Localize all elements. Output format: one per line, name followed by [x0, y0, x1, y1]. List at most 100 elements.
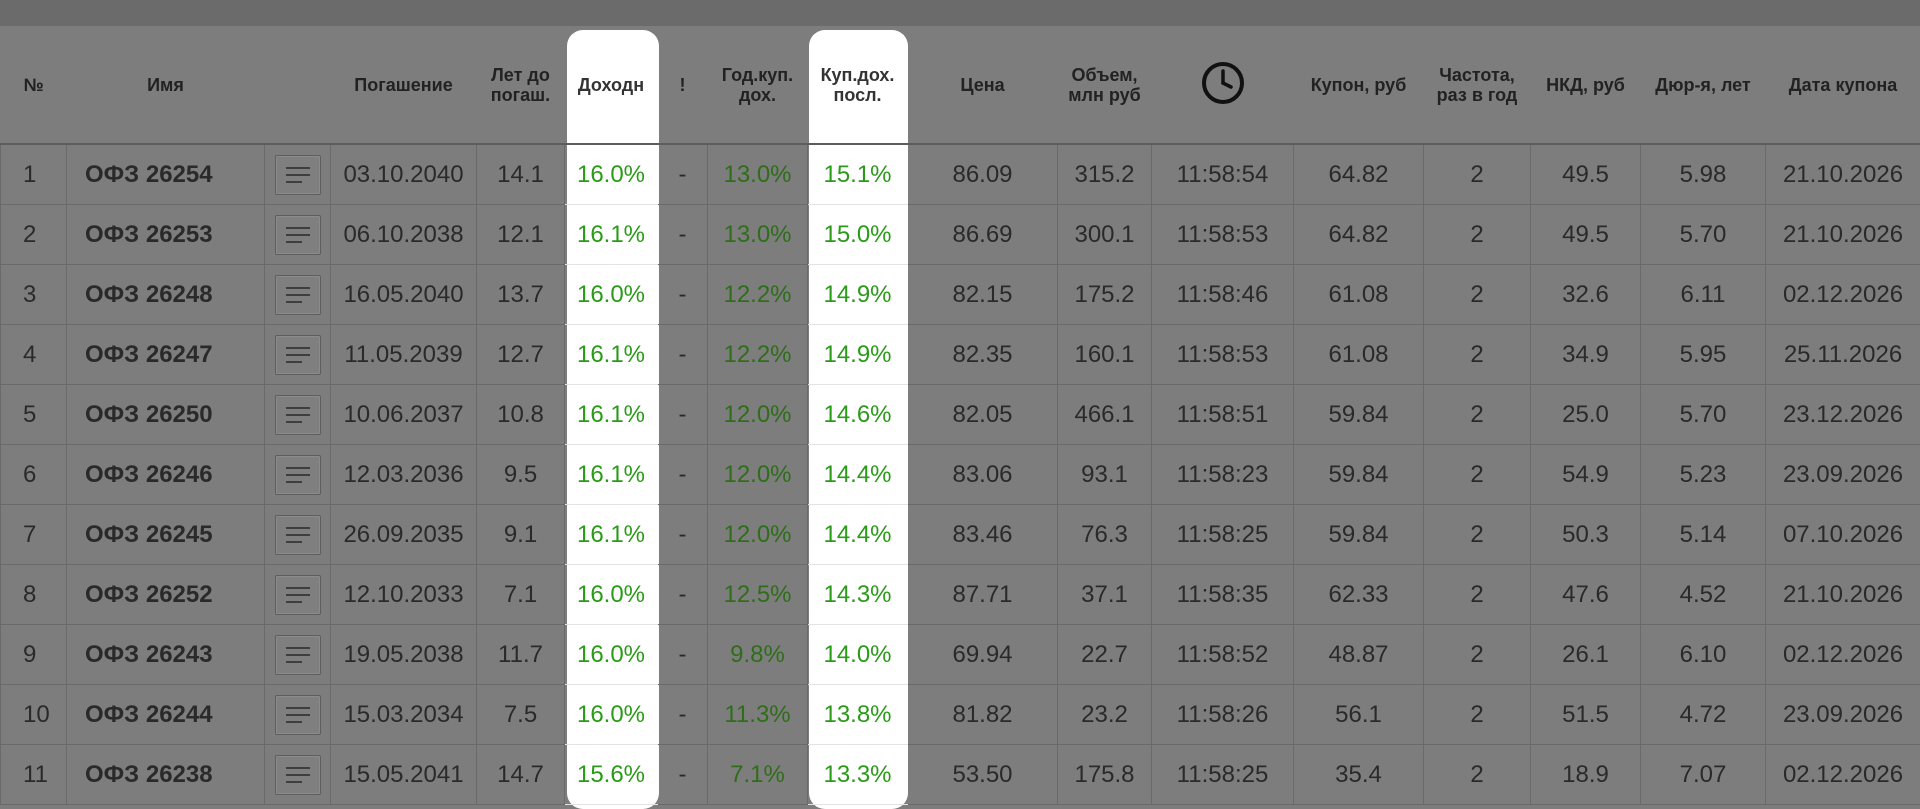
- table-row[interactable]: 7 ОФЗ 26245 26.09.2035 9.1 16.1% - 12.0%…: [0, 504, 1920, 565]
- cell-num-value: 5: [23, 400, 37, 428]
- cell-num: 7: [0, 504, 67, 565]
- cell-volume-value: 300.1: [1074, 220, 1135, 248]
- cell-doc[interactable]: [264, 384, 331, 445]
- document-icon[interactable]: [274, 334, 321, 375]
- cell-volume: 22.7: [1057, 624, 1152, 685]
- header-coupon[interactable]: Купон, руб: [1293, 26, 1424, 145]
- document-icon[interactable]: [274, 514, 321, 555]
- document-icon[interactable]: [274, 394, 321, 435]
- header-duration[interactable]: Дюр-я, лет: [1640, 26, 1766, 145]
- cell-doc[interactable]: [264, 624, 331, 685]
- table-row[interactable]: 8 ОФЗ 26252 12.10.2033 7.1 16.0% - 12.5%…: [0, 564, 1920, 625]
- cell-nkd-value: 18.9: [1562, 760, 1609, 788]
- header-last[interactable]: Куп.дох. посл.: [807, 26, 908, 145]
- table-row[interactable]: 9 ОФЗ 26243 19.05.2038 11.7 16.0% - 9.8%…: [0, 624, 1920, 685]
- cell-years: 13.7: [476, 264, 565, 325]
- cell-duration-value: 7.07: [1679, 760, 1727, 788]
- document-icon[interactable]: [274, 154, 321, 195]
- cell-freq: 2: [1423, 624, 1531, 685]
- header-nkd[interactable]: НКД, руб: [1530, 26, 1641, 145]
- cell-num-value: 3: [23, 280, 37, 308]
- cell-doc[interactable]: [264, 264, 331, 325]
- header-name[interactable]: Имя: [66, 26, 265, 145]
- document-icon[interactable]: [274, 634, 321, 675]
- header-price[interactable]: Цена: [907, 26, 1058, 145]
- header-annual[interactable]: Год.куп. дох.: [707, 26, 808, 145]
- document-icon[interactable]: [274, 694, 321, 735]
- cell-coupon-value: 59.84: [1328, 520, 1389, 548]
- table-row[interactable]: 1 ОФЗ 26254 03.10.2040 14.1 16.0% - 13.0…: [0, 143, 1920, 205]
- header-time[interactable]: [1151, 26, 1294, 145]
- cell-name[interactable]: ОФЗ 26250: [66, 384, 265, 445]
- cell-price: 83.06: [907, 444, 1058, 505]
- table-row[interactable]: 6 ОФЗ 26246 12.03.2036 9.5 16.1% - 12.0%…: [0, 444, 1920, 505]
- document-icon[interactable]: [274, 214, 321, 255]
- cell-yield-value: 16.1%: [576, 400, 646, 428]
- cell-maturity-value: 15.03.2034: [343, 700, 464, 728]
- cell-doc[interactable]: [264, 504, 331, 565]
- document-icon[interactable]: [274, 454, 321, 495]
- cell-price-value: 53.50: [952, 760, 1013, 788]
- cell-excl-value: -: [678, 160, 687, 188]
- cell-name-value: ОФЗ 26252: [85, 580, 213, 608]
- cell-num: 2: [0, 204, 67, 265]
- cell-duration: 5.23: [1640, 444, 1766, 505]
- cell-name[interactable]: ОФЗ 26244: [66, 684, 265, 745]
- document-icon[interactable]: [274, 754, 321, 795]
- cell-years-value: 9.1: [503, 520, 538, 548]
- cell-doc[interactable]: [264, 143, 331, 205]
- cell-years-value: 12.1: [497, 220, 544, 248]
- cell-name[interactable]: ОФЗ 26243: [66, 624, 265, 685]
- cell-freq-value: 2: [1470, 160, 1484, 188]
- cell-volume-value: 315.2: [1074, 160, 1135, 188]
- cell-freq: 2: [1423, 264, 1531, 325]
- cell-price: 82.35: [907, 324, 1058, 385]
- table-row[interactable]: 3 ОФЗ 26248 16.05.2040 13.7 16.0% - 12.2…: [0, 264, 1920, 325]
- cell-doc[interactable]: [264, 744, 331, 805]
- header-years[interactable]: Лет до погаш.: [476, 26, 565, 145]
- cell-name[interactable]: ОФЗ 26248: [66, 264, 265, 325]
- header-freq[interactable]: Частота, раз в год: [1423, 26, 1531, 145]
- cell-freq-value: 2: [1470, 460, 1484, 488]
- cell-time: 11:58:54: [1151, 143, 1294, 205]
- cell-duration: 7.07: [1640, 744, 1766, 805]
- cell-coupon-date: 07.10.2026: [1765, 504, 1920, 565]
- cell-volume-value: 23.2: [1081, 700, 1128, 728]
- header-coupon-date[interactable]: Дата купона: [1765, 26, 1920, 145]
- cell-name[interactable]: ОФЗ 26253: [66, 204, 265, 265]
- cell-doc[interactable]: [264, 564, 331, 625]
- cell-time: 11:58:23: [1151, 444, 1294, 505]
- table-row[interactable]: 10 ОФЗ 26244 15.03.2034 7.5 16.0% - 11.3…: [0, 684, 1920, 745]
- header-duration-label: Дюр-я, лет: [1655, 74, 1751, 95]
- cell-name[interactable]: ОФЗ 26254: [66, 143, 265, 205]
- cell-name[interactable]: ОФЗ 26246: [66, 444, 265, 505]
- cell-doc[interactable]: [264, 324, 331, 385]
- cell-yield: 16.0%: [564, 624, 658, 685]
- header-maturity[interactable]: Погашение: [330, 26, 477, 145]
- table-row[interactable]: 2 ОФЗ 26253 06.10.2038 12.1 16.1% - 13.0…: [0, 204, 1920, 265]
- cell-coupon-value: 64.82: [1328, 220, 1389, 248]
- cell-name[interactable]: ОФЗ 26245: [66, 504, 265, 565]
- header-excl[interactable]: !: [657, 26, 708, 145]
- cell-annual-value: 12.2%: [723, 280, 792, 308]
- cell-maturity: 06.10.2038: [330, 204, 477, 265]
- header-yield[interactable]: Доходн: [564, 26, 658, 145]
- cell-years-value: 9.5: [503, 460, 538, 488]
- cell-duration: 4.72: [1640, 684, 1766, 745]
- cell-volume: 76.3: [1057, 504, 1152, 565]
- cell-doc[interactable]: [264, 684, 331, 745]
- table-row[interactable]: 5 ОФЗ 26250 10.06.2037 10.8 16.1% - 12.0…: [0, 384, 1920, 445]
- cell-name[interactable]: ОФЗ 26247: [66, 324, 265, 385]
- document-icon[interactable]: [274, 274, 321, 315]
- cell-doc[interactable]: [264, 204, 331, 265]
- cell-doc[interactable]: [264, 444, 331, 505]
- header-num[interactable]: №: [0, 26, 67, 145]
- cell-num: 3: [0, 264, 67, 325]
- cell-name[interactable]: ОФЗ 26238: [66, 744, 265, 805]
- header-volume[interactable]: Объем, млн руб: [1057, 26, 1152, 145]
- cell-nkd: 47.6: [1530, 564, 1641, 625]
- cell-name[interactable]: ОФЗ 26252: [66, 564, 265, 625]
- table-row[interactable]: 4 ОФЗ 26247 11.05.2039 12.7 16.1% - 12.2…: [0, 324, 1920, 385]
- document-icon[interactable]: [274, 574, 321, 615]
- table-row[interactable]: 11 ОФЗ 26238 15.05.2041 14.7 15.6% - 7.1…: [0, 744, 1920, 805]
